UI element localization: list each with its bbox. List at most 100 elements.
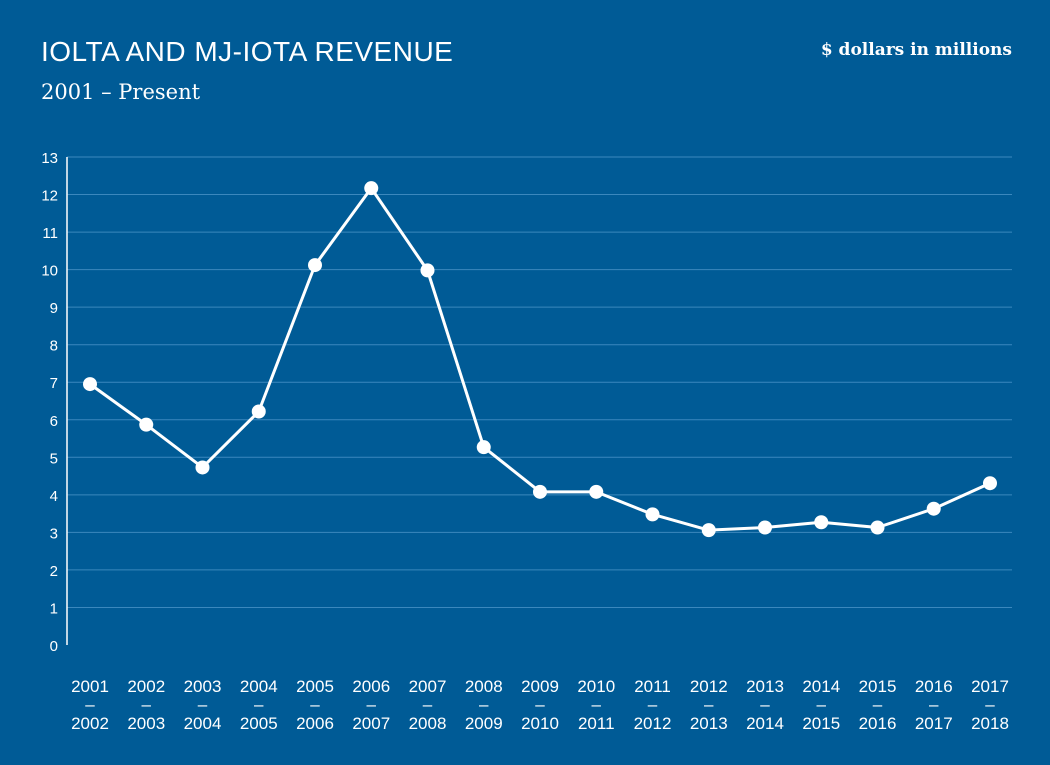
- x-tick-label-line: 2002: [127, 677, 165, 696]
- data-point: [926, 501, 941, 516]
- y-tick-label: 3: [50, 525, 58, 542]
- x-tick-label-line: 2009: [465, 714, 503, 733]
- x-tick-label: 2001–2002: [71, 677, 109, 733]
- x-tick-label: 2007–2008: [409, 677, 447, 733]
- x-tick-label-line: 2010: [577, 677, 615, 696]
- data-point: [701, 523, 716, 538]
- x-tick-label: 2012–2013: [690, 677, 728, 733]
- x-tick-label-line: –: [310, 695, 320, 714]
- x-tick-label-line: 2009: [521, 677, 559, 696]
- x-tick-label: 2003–2004: [184, 677, 222, 733]
- x-tick-label-line: 2014: [802, 677, 840, 696]
- y-tick-label: 8: [50, 338, 58, 355]
- data-point: [758, 520, 772, 535]
- x-tick-label-line: –: [817, 695, 827, 714]
- x-tick-label: 2002–2003: [127, 677, 165, 733]
- x-tick-label-line: 2014: [746, 714, 784, 733]
- data-point: [814, 515, 829, 530]
- x-tick-label: 2011–2012: [634, 677, 672, 733]
- x-tick-label-line: 2018: [971, 714, 1009, 733]
- x-tick-label: 2016–2017: [915, 677, 953, 733]
- x-tick-label: 2005–2006: [296, 677, 334, 733]
- x-tick-label-line: 2005: [240, 714, 278, 733]
- data-point: [364, 181, 379, 196]
- y-tick-label: 5: [50, 450, 58, 467]
- x-tick-label-line: –: [873, 695, 883, 714]
- x-tick-label: 2004–2005: [240, 677, 278, 733]
- y-tick-label: 12: [41, 188, 58, 205]
- chart-subtitle: 2001 – Present: [41, 80, 201, 104]
- y-tick-label: 2: [50, 563, 58, 580]
- y-tick-label: 11: [42, 225, 58, 242]
- x-tick-label-line: 2016: [915, 677, 953, 696]
- y-tick-label: 7: [50, 375, 58, 392]
- y-tick-label: 1: [50, 600, 58, 617]
- x-tick-label: 2014–2015: [802, 677, 840, 733]
- x-tick-label-line: 2013: [690, 714, 728, 733]
- x-tick-label: 2010–2011: [577, 677, 615, 733]
- x-tick-label-line: 2013: [746, 677, 784, 696]
- chart-title: IOLTA AND MJ-IOTA REVENUE: [41, 36, 454, 67]
- x-tick-label-line: 2006: [352, 677, 390, 696]
- data-point: [420, 263, 435, 278]
- x-tick-label-line: 2008: [409, 714, 447, 733]
- data-point: [195, 460, 210, 475]
- y-tick-label: 13: [41, 150, 58, 167]
- x-tick-label: 2015–2016: [859, 677, 897, 733]
- x-tick-label-line: –: [535, 695, 545, 714]
- x-tick-label-line: –: [198, 695, 208, 714]
- x-tick-label: 2008–2009: [465, 677, 503, 733]
- y-tick-label: 9: [50, 300, 58, 317]
- series-line: [89, 186, 991, 532]
- x-tick-label-line: –: [85, 695, 95, 714]
- x-tick-label-line: 2012: [690, 677, 728, 696]
- x-tick-label-line: 2003: [184, 677, 222, 696]
- unit-note: $ dollars in millions: [820, 40, 1012, 60]
- x-axis-ticks: 2001–20022002–20032003–20042004–20052005…: [71, 677, 1009, 733]
- x-tick-label-line: –: [592, 695, 602, 714]
- x-tick-label-line: 2006: [296, 714, 334, 733]
- x-tick-label-line: 2008: [465, 677, 503, 696]
- x-tick-label-line: –: [985, 695, 995, 714]
- x-tick-label-line: 2007: [409, 677, 447, 696]
- x-tick-label-line: –: [648, 695, 658, 714]
- x-tick-label-line: –: [367, 695, 377, 714]
- x-tick-label-line: 2007: [352, 714, 390, 733]
- x-tick-label-line: 2017: [915, 714, 953, 733]
- y-tick-label: 10: [41, 263, 58, 280]
- data-point: [251, 404, 266, 419]
- data-point: [83, 377, 97, 392]
- data-point: [308, 258, 322, 273]
- x-tick-label: 2017–2018: [971, 677, 1009, 733]
- x-tick-label: 2009–2010: [521, 677, 559, 733]
- x-tick-label-line: 2003: [127, 714, 165, 733]
- x-tick-label-line: –: [479, 695, 489, 714]
- data-point: [139, 417, 154, 432]
- x-tick-label-line: 2015: [802, 714, 840, 733]
- y-tick-label: 0: [50, 638, 58, 655]
- data-points: [83, 181, 997, 538]
- x-tick-label-line: 2004: [240, 677, 278, 696]
- data-point: [589, 484, 604, 499]
- x-tick-label-line: 2011: [578, 714, 615, 733]
- x-tick-label-line: 2017: [971, 677, 1009, 696]
- x-tick-label: 2006–2007: [352, 677, 390, 733]
- x-tick-label-line: 2005: [296, 677, 334, 696]
- data-point: [533, 484, 547, 499]
- x-tick-label-line: 2016: [859, 714, 897, 733]
- data-point: [645, 507, 660, 522]
- x-tick-label-line: –: [929, 695, 939, 714]
- gridlines: [67, 156, 1012, 608]
- y-tick-label: 4: [50, 488, 58, 505]
- x-tick-label-line: 2002: [71, 714, 109, 733]
- data-point: [983, 476, 997, 491]
- data-point: [476, 440, 491, 455]
- x-tick-label-line: –: [423, 695, 433, 714]
- x-tick-label-line: 2010: [521, 714, 559, 733]
- x-tick-label-line: –: [254, 695, 264, 714]
- x-tick-label: 2013–2014: [746, 677, 784, 733]
- y-tick-label: 6: [50, 413, 58, 430]
- data-point: [870, 520, 885, 535]
